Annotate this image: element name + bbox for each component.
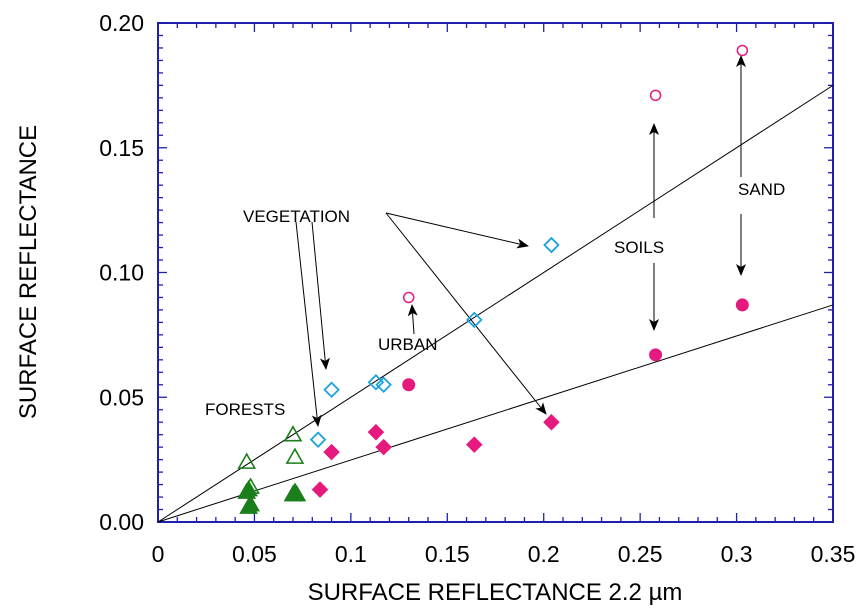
y-tick-label: 0.15	[99, 135, 144, 161]
open-diamond-point	[543, 236, 560, 254]
x-tick-label: 0.35	[811, 541, 856, 567]
annotation-vegetation: VEGETATION	[243, 207, 350, 226]
filled-triangle-point	[287, 484, 307, 502]
annotation-soils: SOILS	[614, 238, 664, 257]
annotation-arrow	[311, 221, 330, 370]
annotation-arrow	[407, 304, 418, 335]
fit-line	[157, 304, 834, 523]
open-circle-point	[736, 44, 749, 57]
y-axis-title: SURFACE REFLECTANCE	[15, 125, 42, 419]
open-triangle-point	[283, 425, 303, 442]
annotation-forests: FORESTS	[205, 400, 285, 419]
filled-triangle-point	[239, 497, 259, 514]
open-circle-point	[402, 291, 415, 304]
x-tick-label: 0.25	[618, 541, 663, 567]
open-diamond-point	[466, 311, 483, 329]
y-tick-label: 0.00	[99, 509, 144, 535]
data-points	[237, 44, 749, 514]
annotation-arrow	[385, 212, 547, 415]
x-tick-label: 0.3	[721, 541, 753, 567]
filled-circle-point	[735, 298, 749, 312]
y-axis-ticks	[158, 22, 833, 523]
open-triangle-point	[237, 452, 257, 469]
filled-diamond-point	[375, 438, 392, 456]
x-tick-label: 0.1	[335, 541, 367, 567]
open-diamond-point	[323, 381, 340, 399]
annotation-urban: URBAN	[378, 335, 438, 354]
filled-triangle-point	[239, 479, 259, 497]
y-tick-label: 0.20	[99, 10, 144, 36]
y-tick-label: 0.05	[99, 384, 144, 410]
filled-diamond-point	[323, 443, 340, 461]
x-axis-ticks	[157, 23, 834, 522]
fit-line	[157, 84, 834, 523]
y-axis-tick-labels: 0.00 0.05 0.10 0.15 0.20	[99, 10, 144, 535]
x-axis-tick-labels: 0 0.05 0.1 0.15 0.2 0.25 0.3 0.35	[152, 541, 856, 567]
open-circle-point	[649, 89, 662, 102]
plot-frame	[157, 22, 834, 523]
x-axis-title: SURFACE REFLECTANCE 2.2 µm	[308, 579, 683, 606]
annotation-sand: SAND	[738, 180, 785, 199]
filled-circle-point	[649, 348, 663, 362]
annotation-arrow	[295, 221, 322, 427]
annotation-arrows	[295, 55, 746, 427]
fit-lines	[157, 84, 834, 523]
annotation-arrow	[385, 212, 529, 249]
open-diamond-point	[375, 376, 392, 394]
x-tick-label: 0.05	[232, 541, 277, 567]
y-tick-label: 0.10	[99, 260, 144, 286]
filled-diamond-point	[311, 481, 329, 498]
filled-diamond-point	[543, 413, 560, 431]
filled-diamond-point	[367, 423, 385, 441]
filled-circle-point	[402, 378, 416, 392]
x-tick-label: 0.15	[425, 541, 470, 567]
x-tick-label: 0	[152, 541, 165, 567]
open-triangle-point	[285, 447, 305, 464]
filled-diamond-point	[466, 436, 483, 453]
open-diamond-point	[309, 431, 327, 448]
x-tick-label: 0.2	[528, 541, 560, 567]
